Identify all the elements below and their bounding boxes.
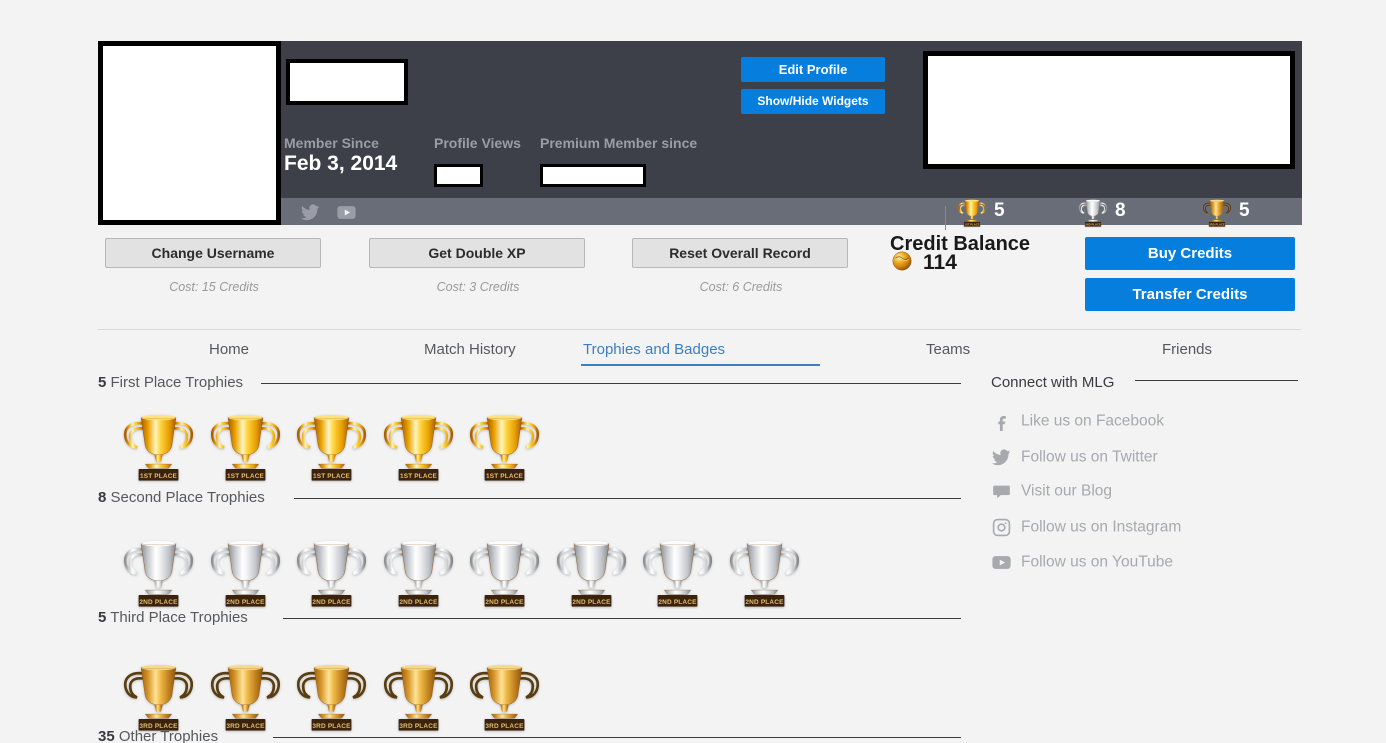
svg-text:1ST PLACE: 1ST PLACE xyxy=(313,473,351,480)
svg-text:2ND PLACE: 2ND PLACE xyxy=(312,599,351,606)
svg-text:1ST PLACE: 1ST PLACE xyxy=(486,473,524,480)
svg-text:2ND PLACE: 2ND PLACE xyxy=(399,599,438,606)
svg-text:3RD PLACE: 3RD PLACE xyxy=(312,723,351,730)
svg-text:2ND PLACE: 2ND PLACE xyxy=(485,599,524,606)
svg-text:2ND PLACE: 2ND PLACE xyxy=(572,599,611,606)
svg-text:1ST PLACE: 1ST PLACE xyxy=(399,473,437,480)
svg-text:2ND PLACE: 2ND PLACE xyxy=(745,599,784,606)
svg-text:1ST PLACE: 1ST PLACE xyxy=(226,473,264,480)
svg-text:2ND PLACE: 2ND PLACE xyxy=(139,599,178,606)
svg-text:3RD PLACE: 3RD PLACE xyxy=(485,723,524,730)
svg-text:3RD PLACE: 3RD PLACE xyxy=(226,723,265,730)
svg-text:2ND PLACE: 2ND PLACE xyxy=(226,599,265,606)
svg-text:2ND PLACE: 2ND PLACE xyxy=(658,599,697,606)
svg-text:3RD PLACE: 3RD PLACE xyxy=(399,723,438,730)
svg-text:1ST PLACE: 1ST PLACE xyxy=(140,473,178,480)
